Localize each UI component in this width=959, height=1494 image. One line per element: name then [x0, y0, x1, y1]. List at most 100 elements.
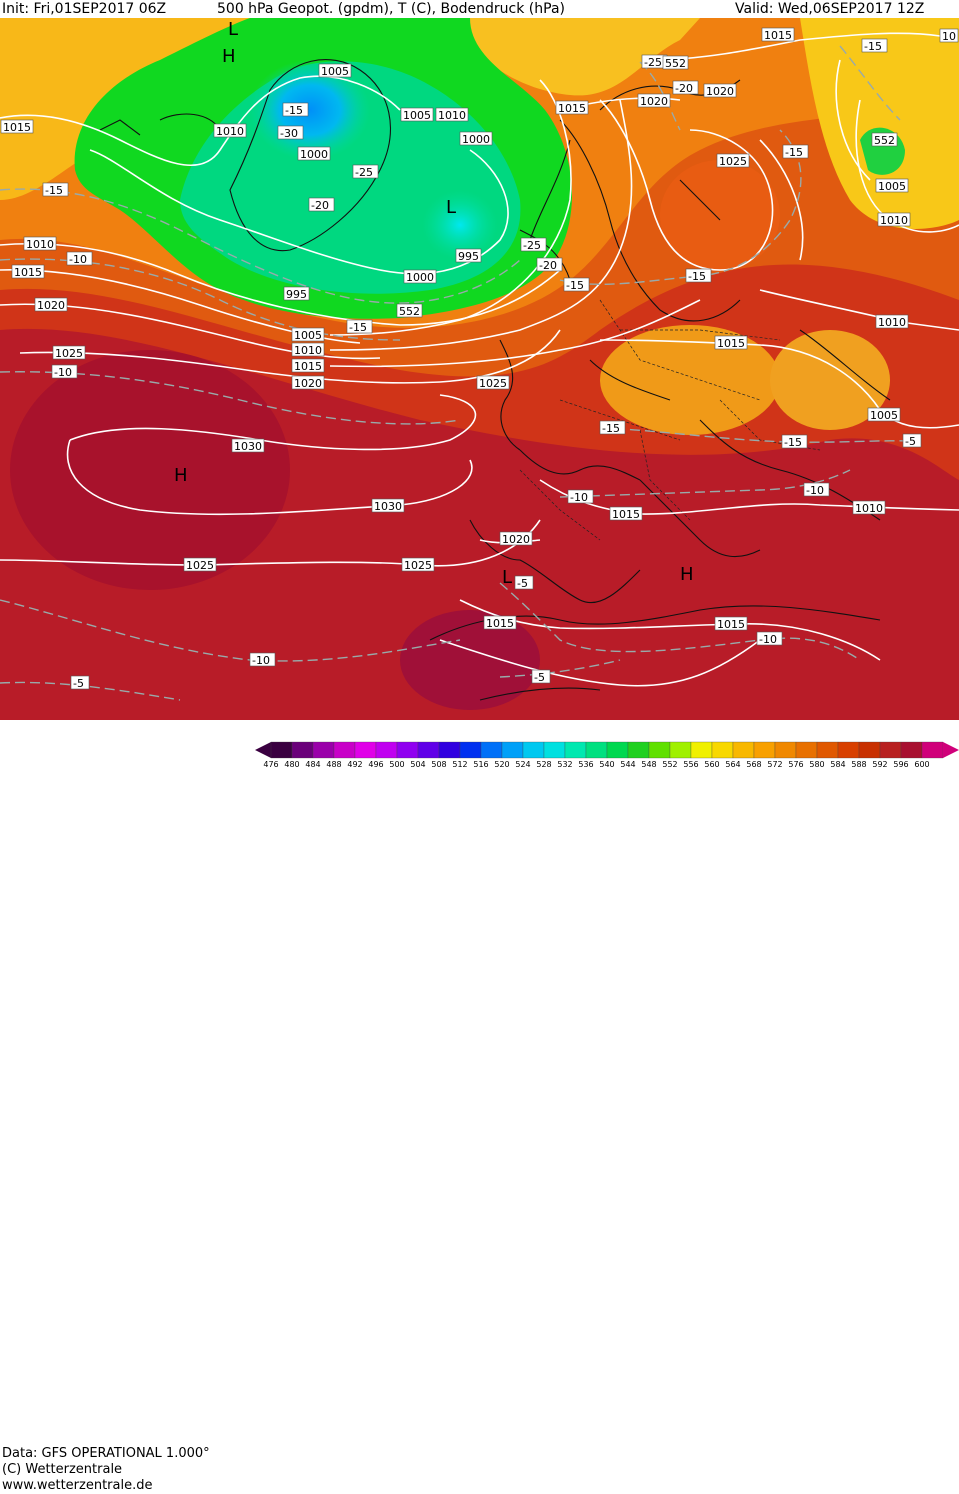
colorbar-tick-label: 584 [830, 760, 846, 769]
high-pressure-center: H [222, 46, 236, 67]
colorbar-tick-label: 540 [599, 760, 615, 769]
svg-text:-30: -30 [280, 127, 298, 140]
svg-text:1010: 1010 [438, 109, 466, 122]
colorbar-min-arrow [255, 742, 271, 758]
colorbar-swatch [375, 741, 398, 759]
valid-time: Valid: Wed,06SEP2017 12Z [735, 1, 925, 17]
colorbar-swatch [837, 741, 860, 759]
svg-text:1020: 1020 [294, 377, 322, 390]
svg-text:-10: -10 [54, 366, 72, 379]
weather-map[interactable]: 1015 1010 1005 1000 1005 1010 1000 995 1000 995 10… [0, 18, 959, 720]
colorbar-tick-label: 592 [872, 760, 888, 769]
svg-text:1020: 1020 [640, 95, 668, 108]
isotherm-label: -20 [308, 197, 335, 212]
isotherm-label: -5 [902, 433, 922, 448]
isotherm-label: -15 [346, 319, 373, 334]
isobar-label: 1025 [401, 557, 435, 572]
colorbar-tick-label: 516 [473, 760, 489, 769]
svg-text:-5: -5 [534, 671, 545, 684]
svg-text:-15: -15 [566, 279, 584, 292]
colorbar-tick-label: 556 [683, 760, 699, 769]
isobar-label: 1010 [291, 342, 325, 357]
svg-text:-25: -25 [523, 239, 541, 252]
geopot-band-560-north [460, 18, 700, 96]
colorbar-swatch [543, 741, 566, 759]
cold-core-norway-sea [422, 190, 498, 260]
svg-text:1020: 1020 [502, 533, 530, 546]
colorbar [255, 741, 959, 759]
warm-core [660, 160, 780, 270]
isotherm-label: -30 [277, 125, 304, 140]
isobar-label: 1025 [183, 557, 217, 572]
cold-core-greenland [250, 60, 370, 160]
colorbar-tick-label: 552 [662, 760, 678, 769]
colorbar-swatch [879, 741, 902, 759]
colorbar-swatch [333, 741, 356, 759]
colorbar-swatch [711, 741, 734, 759]
geopot-band-556-east [800, 18, 959, 229]
isotherm-label: -10 [803, 482, 830, 497]
svg-text:995: 995 [458, 250, 479, 263]
colorbar-swatch [753, 741, 776, 759]
svg-text:-5: -5 [73, 677, 84, 690]
colorbar-tick-label: 544 [620, 760, 636, 769]
website-link[interactable]: www.wetterzentrale.de [2, 1478, 153, 1493]
colorbar-swatch [795, 741, 818, 759]
svg-text:-10: -10 [806, 484, 824, 497]
colorbar-tick-label: 536 [578, 760, 594, 769]
isobar-label: 1000 [459, 131, 493, 146]
isotherm-label: -15 [282, 102, 309, 117]
colorbar-swatch [480, 741, 503, 759]
colorbar-tick-label: 512 [452, 760, 468, 769]
svg-text:1015: 1015 [558, 102, 586, 115]
svg-text:1030: 1030 [234, 440, 262, 453]
svg-text:-5: -5 [905, 435, 916, 448]
colorbar-tick-label: 496 [368, 760, 384, 769]
svg-text:552: 552 [874, 134, 895, 147]
colorbar-tick-label: 520 [494, 760, 510, 769]
colorbar-tick-label: 484 [305, 760, 321, 769]
svg-text:-20: -20 [311, 199, 329, 212]
data-source: Data: GFS OPERATIONAL 1.000° [2, 1446, 210, 1461]
colorbar-swatch [816, 741, 839, 759]
isotherm-label: -25 [352, 164, 379, 179]
svg-text:1015: 1015 [717, 337, 745, 350]
svg-text:1010: 1010 [880, 214, 908, 227]
colorbar-swatch [921, 741, 944, 759]
isobar-label: 1010 [23, 236, 57, 251]
svg-text:1010: 1010 [294, 344, 322, 357]
colorbar-tick-label: 524 [515, 760, 531, 769]
isobar-label: 1000 [403, 269, 437, 284]
low-pressure-center: L [228, 19, 238, 40]
isotherm-label: -25 [520, 237, 547, 252]
colorbar-swatch [858, 741, 881, 759]
colorbar-tick-label: 564 [725, 760, 741, 769]
isobar-label: 1010 [875, 314, 909, 329]
svg-text:-15: -15 [349, 321, 367, 334]
svg-text:-15: -15 [864, 40, 882, 53]
svg-text:995: 995 [286, 288, 307, 301]
colorbar-swatch [459, 741, 482, 759]
isobar-label: 1015 [11, 264, 45, 279]
colorbar-tick-label: 500 [389, 760, 405, 769]
isotherm-label: -15 [563, 277, 590, 292]
colorbar-swatch [732, 741, 755, 759]
colorbar-swatch [417, 741, 440, 759]
svg-text:-10: -10 [759, 633, 777, 646]
isobar-label: 995 [455, 248, 482, 263]
svg-text:1000: 1000 [406, 271, 434, 284]
low-pressure-center: L [502, 567, 512, 588]
colorbar-swatch [354, 741, 377, 759]
svg-text:-15: -15 [784, 436, 802, 449]
svg-text:552: 552 [399, 305, 420, 318]
isotherm-label: -10 [51, 364, 78, 379]
svg-text:1015: 1015 [764, 29, 792, 42]
colorbar-tick-label: 488 [326, 760, 342, 769]
svg-text:1005: 1005 [321, 65, 349, 78]
high-pressure-center: H [680, 564, 694, 585]
svg-text:1010: 1010 [216, 125, 244, 138]
isobar-label: 1010 [852, 500, 886, 515]
svg-text:-10: -10 [570, 491, 588, 504]
svg-text:-10: -10 [252, 654, 270, 667]
